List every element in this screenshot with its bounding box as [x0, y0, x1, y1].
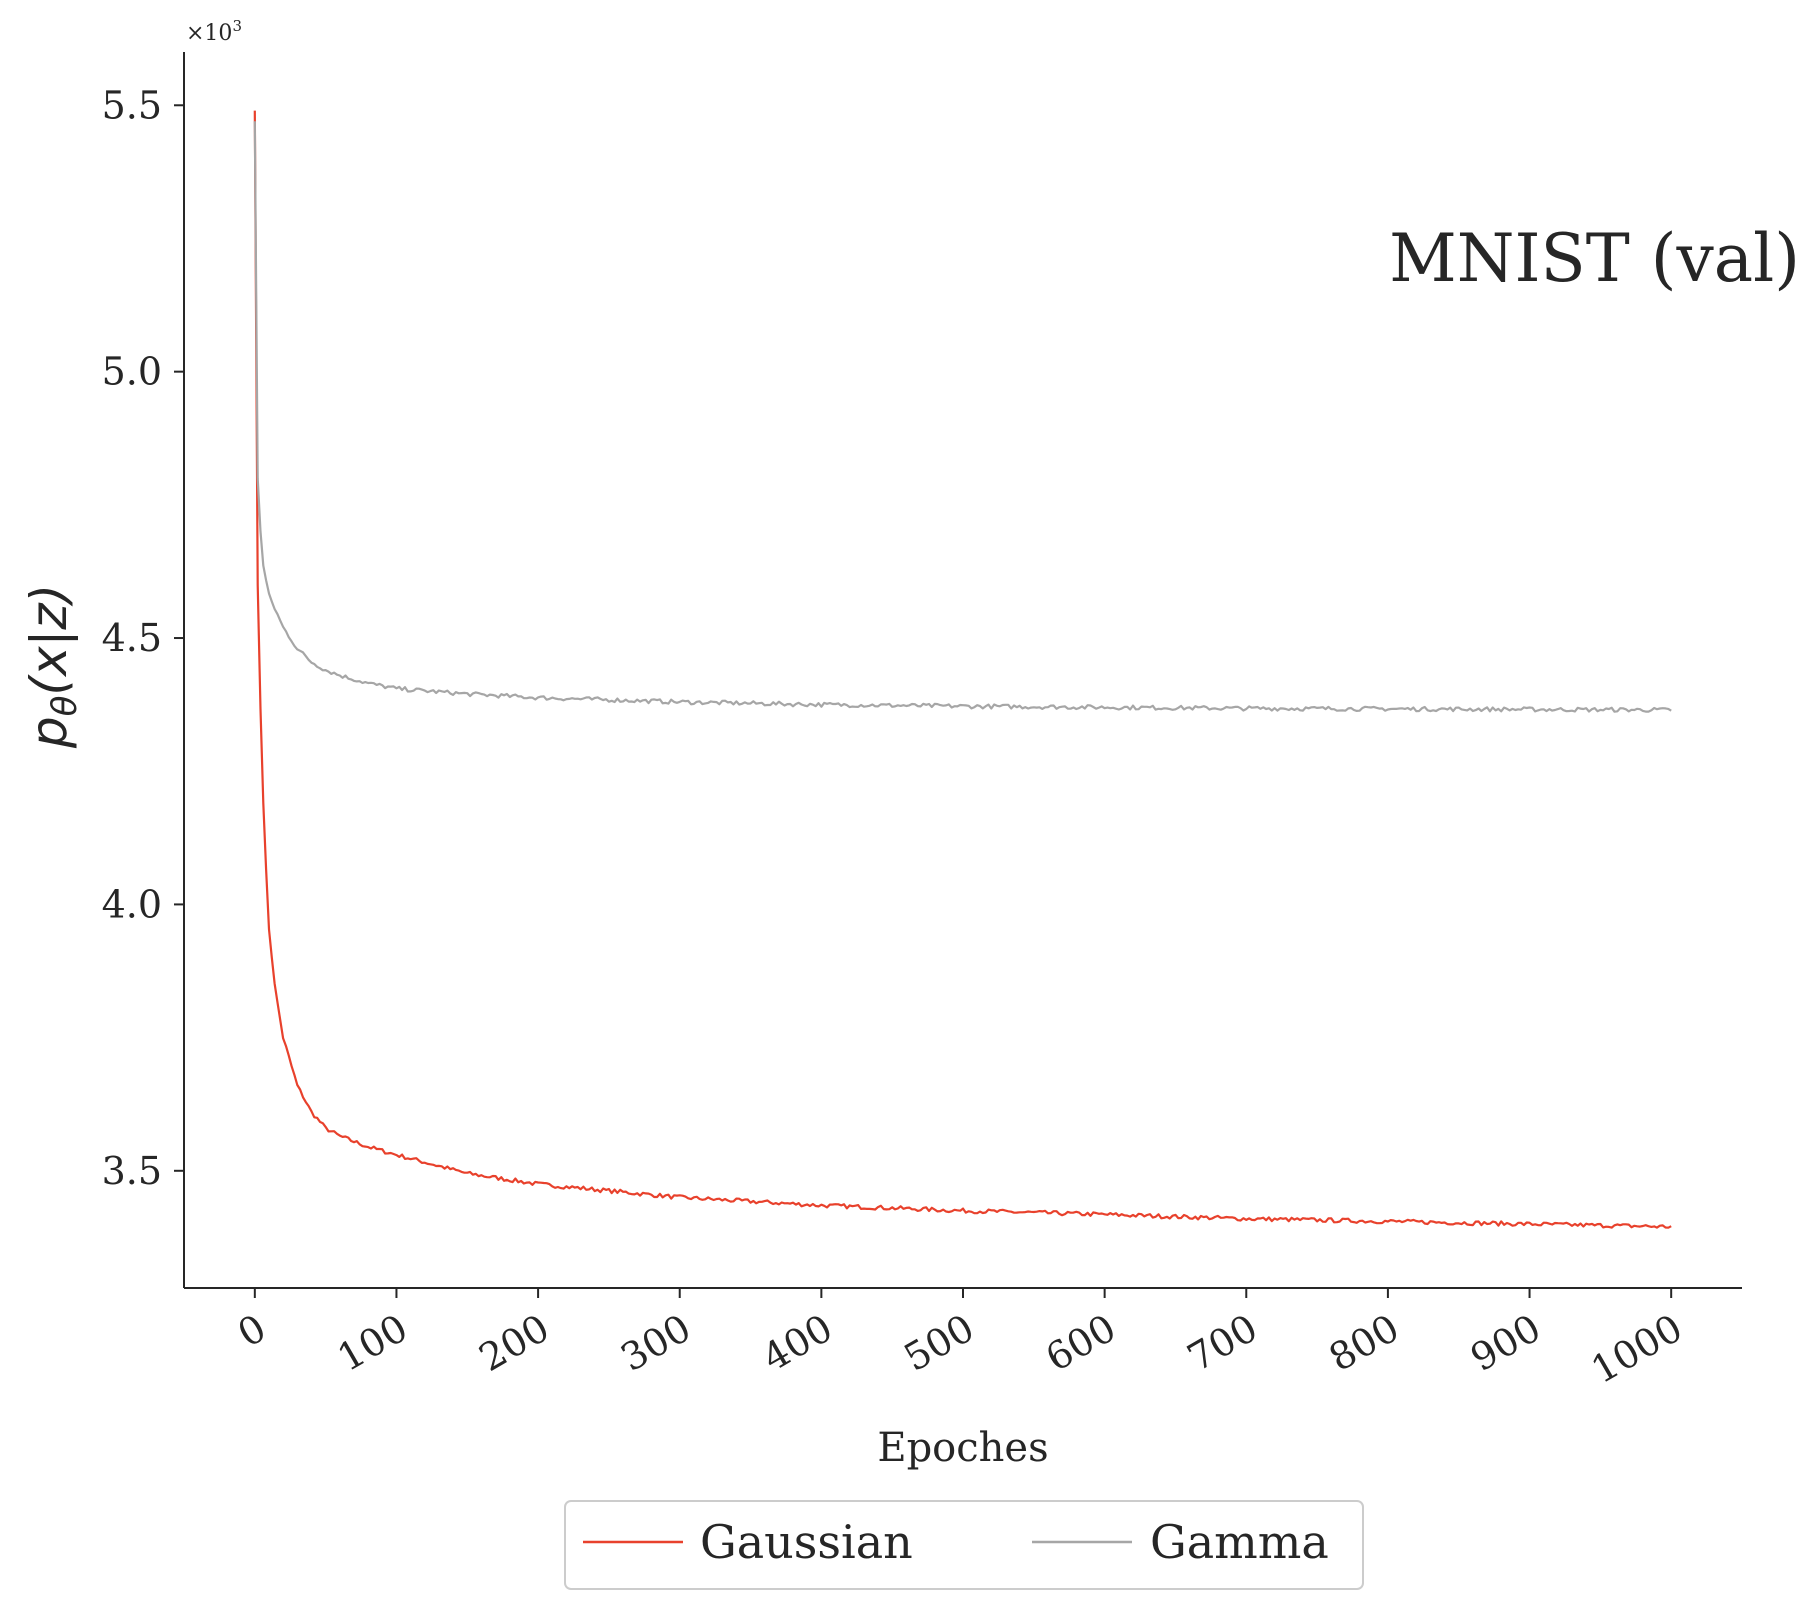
legend-label-gaussian: Gaussian	[700, 1515, 913, 1569]
series-line-gamma	[253, 121, 1672, 713]
y-axis-title: pθ(x|z)	[20, 584, 85, 749]
y-tick-label: 3.5	[102, 1149, 162, 1193]
legend-label-gamma: Gamma	[1150, 1515, 1329, 1569]
y-offset-label: ×103	[186, 17, 242, 46]
x-tick-label: 100	[330, 1306, 415, 1380]
x-tick-label: 0	[230, 1306, 273, 1356]
series-layer	[253, 110, 1672, 1229]
x-tick-label: 200	[472, 1306, 557, 1380]
y-ticks: 3.5 4.0 4.5 5.0 5.5	[102, 83, 184, 1193]
chart-annotation: MNIST (val)	[1389, 220, 1800, 297]
y-tick-label: 4.0	[102, 882, 162, 926]
x-tick-label: 300	[613, 1306, 698, 1380]
y-offset-exponent: 3	[232, 17, 242, 35]
y-tick-label: 5.5	[102, 83, 162, 127]
x-tick-label: 1000	[1584, 1306, 1690, 1392]
legend: Gaussian Gamma	[564, 1500, 1364, 1590]
x-tick-label: 400	[755, 1306, 840, 1380]
legend-box	[564, 1500, 1364, 1590]
x-tick-label: 500	[897, 1306, 982, 1380]
series-line-gaussian	[253, 110, 1672, 1229]
y-axis-title-arg: (x|z)	[20, 584, 78, 696]
x-axis-title: Epoches	[877, 1425, 1048, 1471]
y-axis-title-base: p	[20, 716, 78, 749]
x-tick-label: 800	[1322, 1306, 1407, 1380]
x-ticks: 0 100 200 300 400 500 600 700 800 900 1000	[230, 1288, 1690, 1392]
x-tick-label: 900	[1463, 1306, 1548, 1380]
y-axis-title-sub: θ	[45, 695, 85, 716]
x-tick-label: 700	[1180, 1306, 1265, 1380]
y-tick-label: 5.0	[102, 350, 162, 394]
x-tick-label: 600	[1038, 1306, 1123, 1380]
y-tick-label: 4.5	[102, 616, 162, 660]
y-offset-base: ×10	[186, 21, 232, 46]
